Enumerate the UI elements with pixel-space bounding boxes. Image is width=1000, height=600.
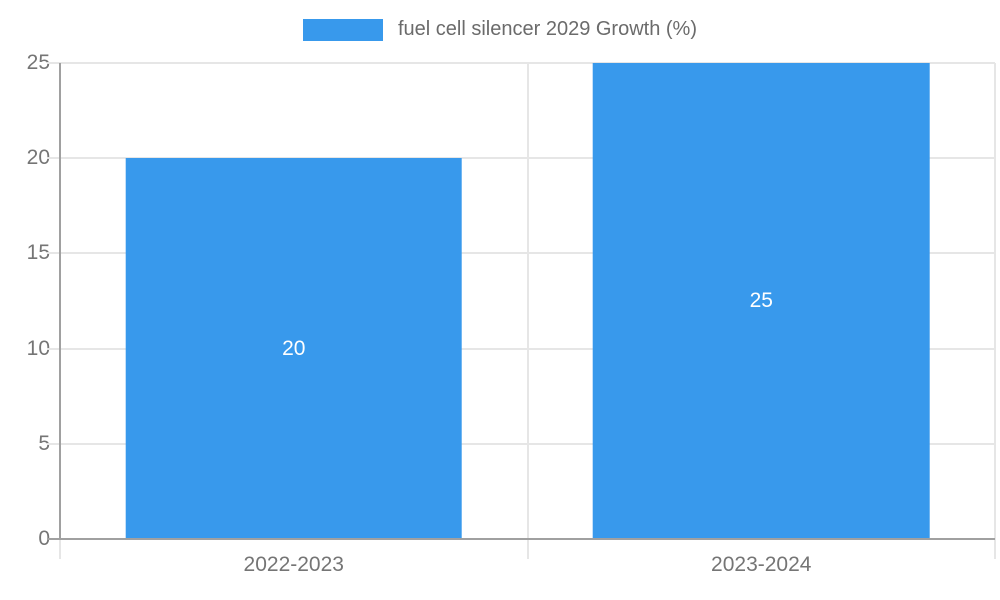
gridline-v: [526, 63, 529, 559]
gridline-h: [47, 442, 995, 445]
plot-area: 20 25: [47, 62, 996, 559]
x-tick-label: 2023-2024: [711, 553, 812, 576]
x-axis-line: [47, 538, 995, 540]
x-tick-label: 2022-2023: [243, 553, 344, 576]
bar[interactable]: 25: [592, 63, 930, 539]
y-axis-line: [59, 63, 61, 539]
gridline-h: [47, 347, 995, 350]
gridline-h: [47, 252, 995, 255]
legend[interactable]: fuel cell silencer 2029 Growth (%): [0, 18, 1000, 41]
y-tick-label: 0: [38, 527, 50, 550]
y-tick-label: 15: [26, 241, 50, 265]
gridline-v: [994, 63, 996, 559]
bar-value-label: 25: [749, 289, 773, 312]
x-axis-labels: 2022-2023 2023-2024: [60, 553, 995, 583]
bar-value-label: 20: [282, 336, 306, 360]
y-tick-label: 5: [38, 431, 50, 455]
y-axis-labels: 0 5 10 15 20 25: [0, 51, 50, 550]
y-tick-label: 25: [26, 51, 50, 74]
y-tick-label: 10: [26, 336, 50, 360]
gridline-h: [47, 62, 995, 64]
gridline-h: [47, 157, 995, 160]
y-tick-label: 20: [26, 146, 50, 170]
legend-swatch-icon: [302, 18, 383, 41]
bar[interactable]: 20: [125, 158, 463, 539]
legend-label: fuel cell silencer 2029 Growth (%): [397, 18, 697, 40]
